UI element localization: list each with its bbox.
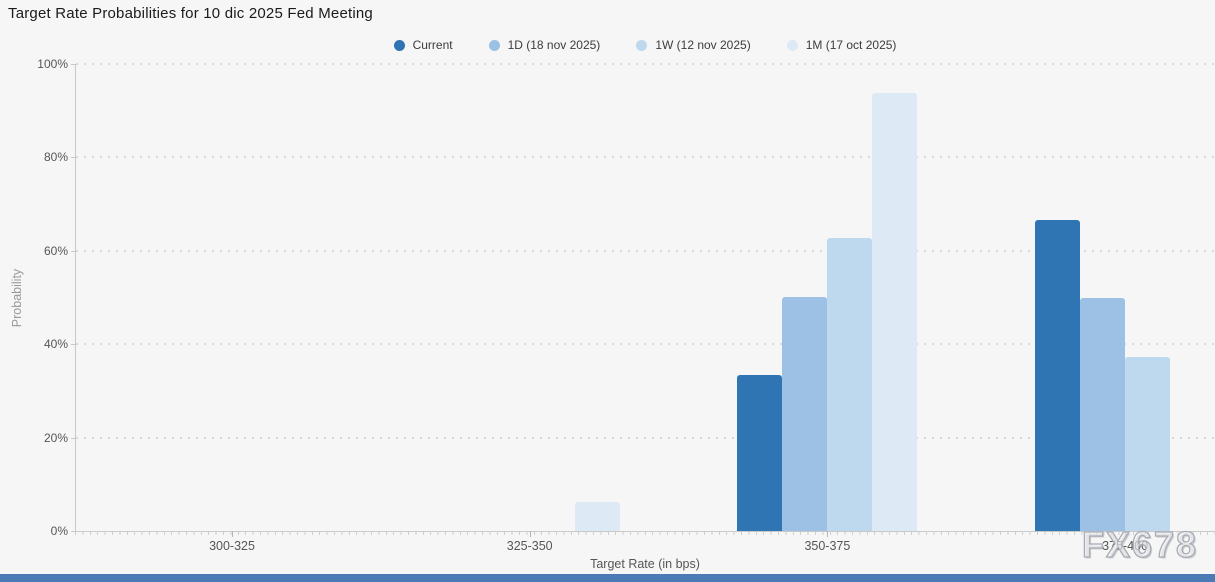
- x-axis-line: [75, 531, 1215, 532]
- gridline: [76, 343, 1215, 346]
- bar-current-350-375[interactable]: [737, 375, 783, 531]
- chart-title: Target Rate Probabilities for 10 dic 202…: [8, 5, 373, 22]
- legend: Current 1D (18 nov 2025) 1W (12 nov 2025) 1…: [75, 36, 1215, 54]
- x-axis-tick-label: 300-325: [209, 539, 255, 553]
- gridline: [76, 63, 1215, 65]
- bar-1d-375-400[interactable]: [1080, 298, 1126, 531]
- x-axis-tick: [529, 531, 531, 537]
- y-axis-tick: [71, 157, 75, 159]
- y-axis-tick-label: 40%: [43, 337, 68, 352]
- x-axis-tick: [1125, 531, 1127, 537]
- legend-label: 1D (18 nov 2025): [507, 38, 601, 52]
- y-axis-tick-label: 20%: [43, 430, 68, 445]
- y-axis-line: [75, 64, 76, 531]
- x-axis-tick: [232, 531, 233, 537]
- bar-1m-350-375[interactable]: [872, 93, 918, 531]
- y-axis-tick-label: 0%: [50, 524, 68, 538]
- bar-1w-350-375[interactable]: [827, 238, 873, 531]
- y-axis-title: Probability: [10, 268, 24, 328]
- bar-1m-325-350[interactable]: [574, 502, 620, 531]
- legend-marker-icon: [393, 39, 405, 51]
- gridline: [76, 249, 1215, 252]
- x-axis-tick-label: 350-375: [804, 539, 851, 553]
- bar-1d-350-375[interactable]: [782, 297, 828, 531]
- legend-item[interactable]: 1D (18 nov 2025): [488, 38, 601, 52]
- y-axis-tick-label: 60%: [43, 243, 68, 258]
- legend-marker-icon: [636, 39, 648, 51]
- gridline: [76, 156, 1215, 159]
- y-axis-tick: [71, 531, 75, 532]
- y-axis-tick-label: 100%: [37, 57, 68, 71]
- x-axis-tick-label: 375-400: [1102, 539, 1149, 553]
- legend-label: 1W (12 nov 2025): [655, 38, 751, 52]
- bar-current-375-400[interactable]: [1035, 220, 1081, 531]
- gridline: [76, 436, 1215, 439]
- y-axis-tick: [71, 437, 75, 439]
- footer-bar: [0, 574, 1215, 582]
- x-axis-tick: [827, 531, 829, 537]
- y-axis-tick: [71, 250, 75, 252]
- legend-marker-icon: [488, 39, 500, 51]
- x-axis-title: Target Rate (in bps): [590, 557, 700, 571]
- legend-marker-icon: [786, 39, 798, 51]
- y-axis-tick: [71, 64, 75, 65]
- bar-1w-375-400[interactable]: [1125, 357, 1171, 531]
- y-axis-tick: [71, 344, 75, 346]
- legend-item[interactable]: Current: [393, 38, 453, 52]
- fx678-watermark: FX678: [1081, 523, 1199, 565]
- legend-item[interactable]: 1W (12 nov 2025): [636, 38, 751, 52]
- legend-item[interactable]: 1M (17 oct 2025): [786, 38, 897, 52]
- y-axis-tick-label: 80%: [43, 150, 68, 165]
- legend-label: 1M (17 oct 2025): [805, 38, 897, 52]
- legend-label: Current: [412, 38, 453, 52]
- x-axis-minor-ticks: [75, 532, 1215, 535]
- x-axis-tick-label: 325-350: [506, 539, 553, 553]
